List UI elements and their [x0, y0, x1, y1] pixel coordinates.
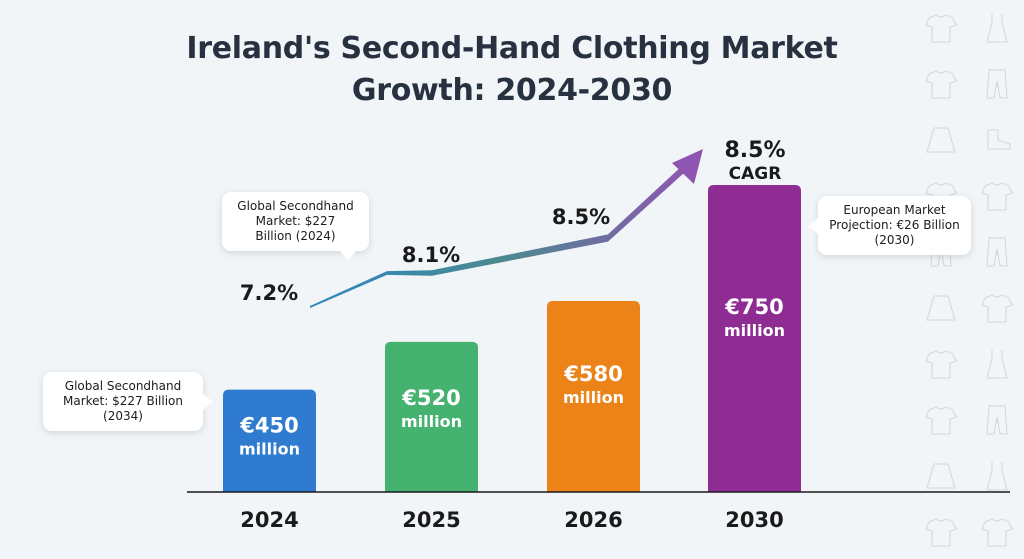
annotation-european-market-2030: European Market Projection: €26 Billion … — [808, 196, 971, 255]
skirt-icon — [926, 463, 956, 489]
t-shirt-icon — [981, 294, 1013, 323]
t-shirt-icon — [925, 70, 957, 99]
annotation-line: Global Secondhand — [64, 379, 182, 393]
x-tick-label: 2030 — [725, 508, 783, 532]
trousers-icon — [986, 69, 1008, 99]
t-shirt-icon — [981, 182, 1013, 211]
annotation-line: Projection: €26 Billion — [829, 218, 960, 232]
bar-2030 — [708, 185, 801, 492]
x-axis-tick-labels: 2024 2025 2026 2030 — [240, 508, 783, 532]
t-shirt-icon — [925, 350, 957, 379]
bar-unit-label: million — [724, 321, 785, 340]
bar-unit-label: million — [563, 388, 624, 407]
dress-icon — [986, 350, 1008, 379]
annotation-global-market-2034: Global Secondhand Market: $227 Billion (… — [43, 372, 213, 431]
annotation-line: Market: $227 Billion — [63, 394, 183, 408]
bars-group — [223, 185, 801, 492]
trousers-icon — [986, 405, 1008, 435]
bar-unit-label: million — [401, 412, 462, 431]
boot-icon — [987, 129, 1011, 150]
dress-icon — [986, 14, 1008, 43]
x-tick-label: 2024 — [240, 508, 298, 532]
x-tick-label: 2026 — [564, 508, 622, 532]
bar-2026 — [547, 300, 640, 492]
bar-unit-label: million — [239, 440, 300, 459]
trend-line — [310, 158, 690, 308]
t-shirt-icon — [925, 14, 957, 43]
chart-title: Ireland's Second-Hand Clothing Market Gr… — [0, 28, 1024, 112]
arrow-head-icon — [672, 149, 703, 184]
annotation-global-market-2024: Global Secondhand Market: $227 Billion (… — [222, 192, 369, 261]
annotation-line: Market: $227 — [255, 214, 336, 228]
t-shirt-icon — [981, 518, 1013, 547]
background-clothing-icons — [925, 14, 1013, 547]
annotation-line: Billion (2024) — [255, 229, 336, 243]
growth-rate-label: 8.1% — [402, 243, 460, 267]
growth-rate-label: 8.5% — [552, 205, 610, 229]
trend-arrow — [310, 149, 703, 308]
annotation-line: (2030) — [874, 233, 915, 247]
bar-value-label: €750 — [724, 295, 783, 319]
bar-labels-group: €450 million €520 million €580 million €750 mil… — [239, 295, 785, 459]
dress-icon — [986, 462, 1008, 491]
annotation-line: (2034) — [103, 409, 143, 423]
chart-title-line-2: Growth: 2024-2030 — [351, 73, 673, 108]
x-tick-label: 2025 — [402, 508, 460, 532]
trousers-icon — [986, 237, 1008, 267]
annotation-line: European Market — [843, 203, 946, 217]
bar-value-label: €450 — [239, 414, 298, 438]
annotation-line: Global Secondhand — [237, 199, 354, 213]
bar-value-label: €580 — [563, 362, 622, 386]
growth-rate-labels: 7.2%8.1%8.5%8.5%CAGR — [240, 138, 786, 305]
t-shirt-icon — [925, 518, 957, 547]
t-shirt-icon — [925, 406, 957, 435]
bar-2025 — [385, 341, 478, 492]
growth-rate-label: 7.2% — [240, 281, 298, 305]
cagr-value-label: 8.5% — [724, 138, 785, 163]
bar-2024 — [223, 389, 316, 492]
cagr-label: CAGR — [729, 164, 782, 184]
bar-value-label: €520 — [401, 386, 460, 410]
skirt-icon — [926, 295, 956, 321]
chart-title-line-1: Ireland's Second-Hand Clothing Market — [186, 31, 838, 66]
skirt-icon — [926, 127, 956, 153]
